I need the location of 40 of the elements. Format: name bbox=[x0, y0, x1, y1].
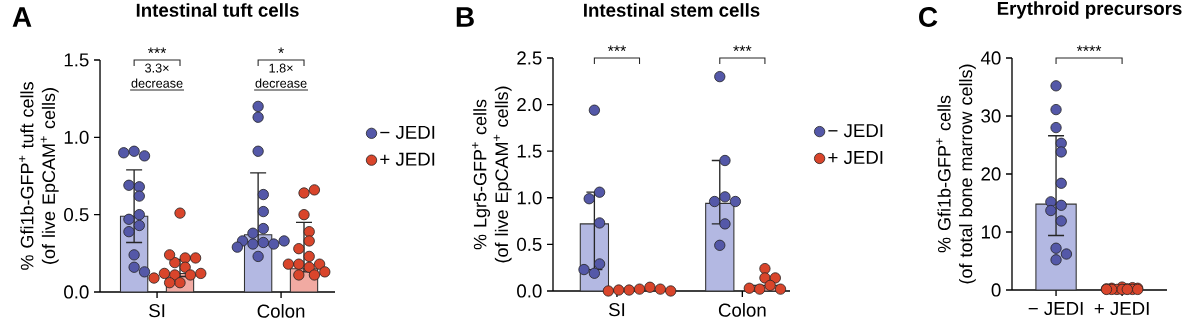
y-tick-label: 1.0 bbox=[64, 130, 89, 144]
annotation: 3.3× decrease bbox=[131, 63, 183, 88]
legend-label: − JEDI bbox=[828, 124, 883, 138]
x-tick-label: Colon bbox=[257, 304, 305, 318]
chart-title: Intestinal stem cells bbox=[584, 3, 760, 17]
x-tick-label: SI bbox=[609, 303, 625, 317]
y-tick-label: 2.5 bbox=[517, 51, 542, 65]
x-tick-label: − JEDI bbox=[1028, 302, 1083, 316]
y-tick-label: 0.5 bbox=[64, 208, 89, 222]
y-tick-label: 0 bbox=[991, 283, 1001, 297]
text: B bbox=[456, 7, 474, 27]
y-axis-title: % Gfi1b-GFP$^{+}$ tuft cells (of live EpCAM$^{+}$ cells) bbox=[19, 82, 59, 270]
text: C bbox=[919, 7, 938, 27]
text: *** bbox=[607, 45, 627, 51]
y-tick-label: 2.0 bbox=[517, 97, 542, 112]
y-axis-title: % Lgr5-GFP$^{+}$ cells (of live EpCAM$^{+}$ cells) bbox=[472, 86, 512, 263]
x-tick-label: + JEDI bbox=[1094, 302, 1149, 316]
y-tick-label: 40 bbox=[980, 51, 1001, 65]
text: *** bbox=[733, 45, 752, 51]
y-tick-label: 1.5 bbox=[64, 53, 89, 67]
legend-label: + JEDI bbox=[380, 152, 435, 166]
chart-title: Intestinal tuft cells bbox=[136, 3, 299, 17]
y-tick-label: 0.0 bbox=[517, 284, 542, 298]
y-tick-label: 20 bbox=[981, 167, 1001, 181]
chart-title: Erythroid precursors bbox=[997, 1, 1182, 19]
y-tick-label: 10 bbox=[981, 225, 1001, 239]
y-tick-label: 1.5 bbox=[517, 144, 542, 158]
legend-label: + JEDI bbox=[828, 151, 883, 165]
y-tick-label: 0.5 bbox=[517, 237, 542, 251]
text: * bbox=[278, 47, 284, 53]
y-tick-label: 0.0 bbox=[64, 285, 89, 299]
x-tick-label: Colon bbox=[718, 303, 766, 317]
annotation: 1.8× decrease bbox=[255, 63, 307, 88]
x-tick-label: SI bbox=[149, 304, 165, 318]
y-tick-label: 30 bbox=[981, 109, 1001, 123]
text: A bbox=[12, 7, 32, 27]
y-tick-label: 1.0 bbox=[517, 191, 542, 205]
legend-label: − JEDI bbox=[380, 125, 435, 139]
text: **** bbox=[1076, 45, 1102, 51]
text: *** bbox=[147, 47, 167, 53]
